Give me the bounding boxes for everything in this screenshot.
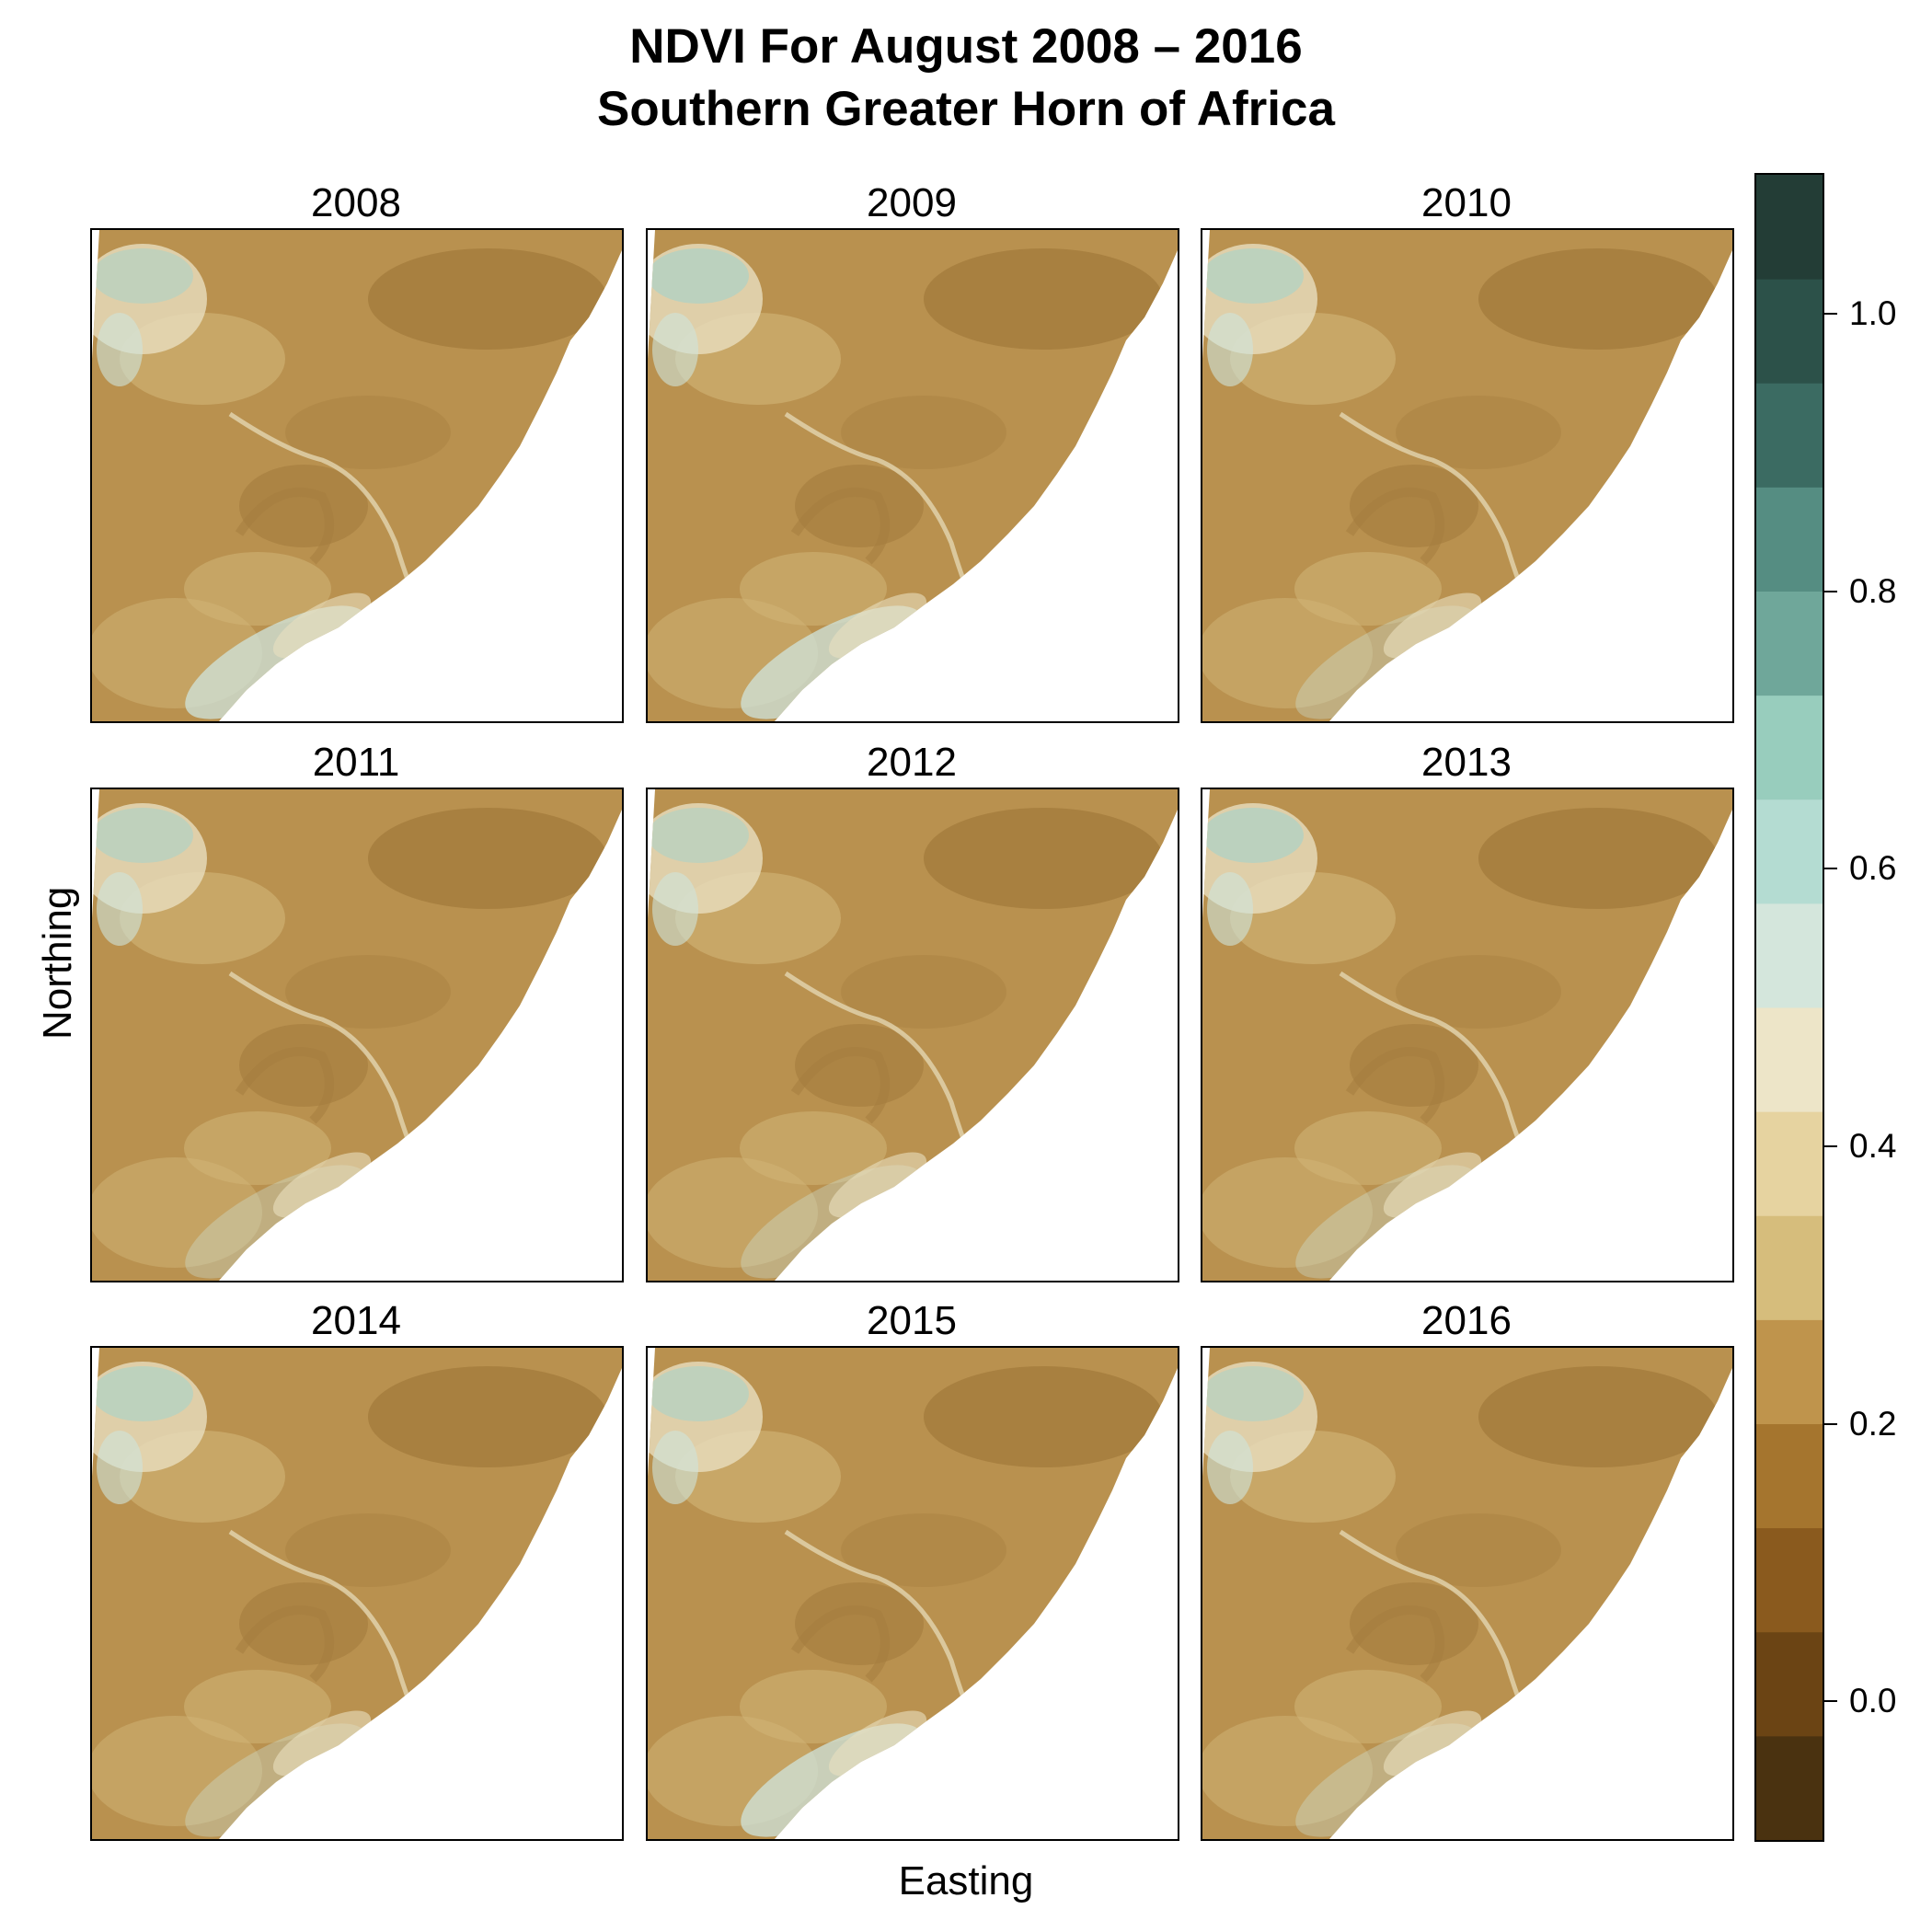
panel-title: 2016	[1421, 1298, 1512, 1343]
chart-title: NDVI For August 2008 – 2016	[629, 19, 1303, 74]
panel-title: 2015	[867, 1298, 957, 1343]
panel-title: 2013	[1421, 740, 1512, 785]
colorbar	[1754, 173, 1824, 1842]
panel-title: 2010	[1421, 180, 1512, 225]
colorbar-tick	[1823, 1422, 1837, 1425]
colorbar-tick	[1823, 1700, 1837, 1703]
ndvi-map	[92, 230, 622, 721]
colorbar-tick-label: 1.0	[1849, 293, 1897, 332]
map-panel-2015	[646, 1346, 1179, 1841]
colorbar-bin	[1756, 1215, 1823, 1320]
map-panel-2008	[90, 228, 624, 723]
ndvi-map	[92, 789, 622, 1281]
colorbar-bin	[1756, 383, 1823, 488]
y-axis-label: Northing	[35, 886, 80, 1040]
colorbar-bin	[1756, 1111, 1823, 1216]
map-panel-2009	[646, 228, 1179, 723]
x-axis-label: Easting	[898, 1858, 1034, 1903]
colorbar-bin	[1756, 591, 1823, 696]
colorbar-tick	[1823, 1144, 1837, 1147]
map-panel-2014	[90, 1346, 624, 1841]
colorbar-tick-label: 0.2	[1849, 1404, 1897, 1443]
panel-title: 2014	[311, 1298, 401, 1343]
colorbar-bin	[1756, 1423, 1823, 1529]
colorbar-bin	[1756, 903, 1823, 1008]
colorbar-tick	[1823, 312, 1837, 315]
ndvi-map	[1202, 230, 1732, 721]
colorbar-bin	[1756, 1527, 1823, 1633]
ndvi-map	[92, 1348, 622, 1839]
colorbar-scale	[1756, 175, 1823, 1840]
panel-title: 2009	[867, 180, 957, 225]
colorbar-tick-label: 0.4	[1849, 1126, 1897, 1165]
colorbar-tick	[1823, 590, 1837, 592]
panel-title: 2008	[311, 180, 401, 225]
map-panel-2012	[646, 788, 1179, 1282]
colorbar-bin	[1756, 1007, 1823, 1112]
map-panel-2013	[1201, 788, 1734, 1282]
panel-title: 2011	[312, 740, 400, 785]
colorbar-bin	[1756, 1319, 1823, 1424]
colorbar-bin	[1756, 175, 1823, 280]
colorbar-tick-label: 0.8	[1849, 571, 1897, 610]
colorbar-tick	[1823, 868, 1837, 870]
colorbar-bin	[1756, 1631, 1823, 1737]
colorbar-tick-label: 0.6	[1849, 849, 1897, 888]
ndvi-map	[1202, 789, 1732, 1281]
ndvi-map	[1202, 1348, 1732, 1839]
map-panel-2016	[1201, 1346, 1734, 1841]
panel-title: 2012	[867, 740, 957, 785]
ndvi-map	[648, 1348, 1178, 1839]
map-panel-2011	[90, 788, 624, 1282]
map-panel-2010	[1201, 228, 1734, 723]
ndvi-map	[648, 789, 1178, 1281]
colorbar-bin	[1756, 1735, 1823, 1840]
colorbar-tick-label: 0.0	[1849, 1682, 1897, 1720]
colorbar-bin	[1756, 695, 1823, 800]
colorbar-bin	[1756, 487, 1823, 592]
ndvi-map	[648, 230, 1178, 721]
colorbar-bin	[1756, 279, 1823, 384]
colorbar-bin	[1756, 799, 1823, 904]
chart-subtitle: Southern Greater Horn of Africa	[597, 82, 1335, 136]
